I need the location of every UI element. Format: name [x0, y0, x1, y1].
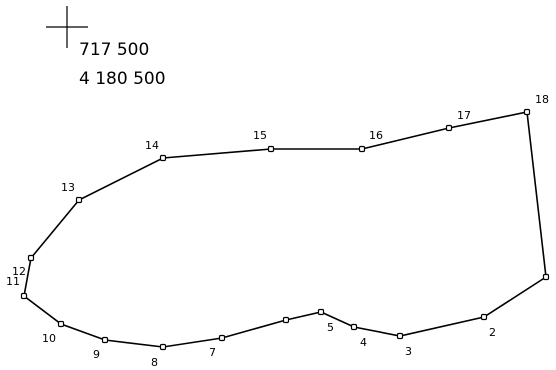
- northing-label: 4 180 500: [79, 69, 166, 89]
- vertex-label: 8: [151, 356, 158, 369]
- vertex-label: 2: [489, 326, 496, 339]
- vertex-label: 16: [369, 129, 383, 142]
- vertex-label: 10: [42, 332, 56, 345]
- vertex-marker: [542, 273, 550, 281]
- vertex-marker: [445, 124, 453, 132]
- vertex-label: 5: [327, 321, 334, 334]
- vertex-label: 14: [145, 139, 159, 152]
- vertex-labels: 12345789101112131415161718: [6, 93, 549, 369]
- vertex-marker: [57, 320, 65, 328]
- vertex-marker: [358, 145, 366, 153]
- vertex-label: 7: [209, 346, 216, 359]
- vertex-marker: [523, 108, 531, 116]
- vertex-marker: [159, 154, 167, 162]
- vertex-label: 18: [535, 93, 549, 106]
- vertex-label: 13: [61, 181, 75, 194]
- crosshair-icon: [46, 6, 88, 48]
- parcel-boundary: [23, 111, 547, 348]
- vertex-marker: [20, 292, 28, 300]
- vertex-label: 15: [253, 129, 267, 142]
- vertex-marker: [101, 336, 109, 344]
- vertex-label: 11: [6, 275, 20, 288]
- vertex-marker: [317, 308, 325, 316]
- vertex-marker: [267, 145, 275, 153]
- vertex-marker: [159, 343, 167, 351]
- vertex-label: 9: [93, 348, 100, 361]
- vertex-marker: [218, 334, 226, 342]
- vertex-label: 4: [360, 336, 367, 349]
- vertex-markers: [20, 108, 550, 351]
- vertex-marker: [27, 254, 35, 262]
- vertex-label: 17: [457, 109, 471, 122]
- vertex-label: 12: [12, 265, 26, 278]
- vertex-marker: [282, 316, 290, 324]
- vertex-marker: [396, 332, 404, 340]
- vertex-marker: [75, 196, 83, 204]
- easting-label: 717 500: [79, 40, 149, 60]
- vertex-marker: [350, 323, 358, 331]
- vertex-label: 3: [405, 345, 412, 358]
- vertex-marker: [480, 313, 488, 321]
